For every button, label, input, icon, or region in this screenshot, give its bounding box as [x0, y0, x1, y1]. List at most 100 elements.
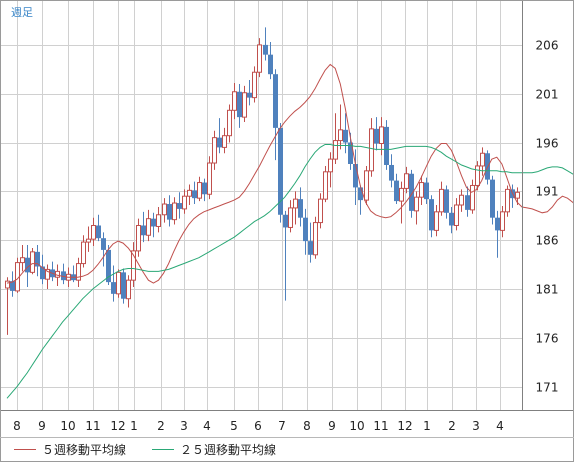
candle — [167, 195, 172, 227]
candle — [500, 205, 505, 238]
candle-body — [358, 187, 363, 201]
candle — [5, 277, 10, 335]
x-tick-label: 4 — [496, 419, 504, 433]
candle-body — [207, 162, 212, 195]
candle — [187, 184, 192, 205]
candle-body — [505, 188, 510, 213]
candle — [389, 154, 394, 188]
candle — [146, 209, 151, 242]
grid — [0, 0, 522, 410]
candle-body — [465, 195, 470, 210]
candle — [328, 152, 333, 188]
candle — [252, 66, 257, 103]
candle-body — [232, 91, 237, 111]
y-tick-label: 191 — [536, 185, 559, 199]
candle-body — [167, 204, 172, 220]
candle-body — [394, 180, 399, 202]
candle — [399, 181, 404, 224]
candle-body — [182, 195, 187, 210]
candle — [101, 232, 106, 267]
candle — [303, 208, 308, 255]
candle-body — [5, 280, 10, 289]
candle — [369, 118, 374, 177]
candle-body — [131, 250, 136, 281]
candle-body — [252, 71, 257, 99]
candle-body — [237, 91, 242, 118]
candle-body — [338, 129, 343, 142]
candles — [5, 27, 520, 335]
candle-body — [111, 282, 116, 294]
candle — [323, 165, 328, 203]
candle — [232, 82, 237, 120]
candle — [15, 257, 20, 293]
candle-body — [288, 207, 293, 228]
candle-body — [424, 182, 429, 200]
candle-body — [192, 190, 197, 199]
x-tick-label: 9 — [38, 419, 46, 433]
candle-body — [227, 109, 232, 137]
candle-body — [409, 173, 414, 211]
legend: ５週移動平均線 ２５週移動平均線 — [14, 442, 276, 457]
legend-item: ２５週移動平均線 — [152, 442, 276, 457]
candle-body — [10, 281, 15, 291]
candle — [30, 247, 35, 275]
candle-body — [45, 268, 50, 280]
candle-body — [30, 251, 35, 273]
candle-body — [364, 170, 369, 201]
candle-body — [136, 225, 141, 252]
candle — [288, 200, 293, 233]
candle — [76, 257, 81, 287]
y-tick-label: 171 — [536, 381, 559, 395]
candle — [273, 69, 278, 161]
candle — [414, 191, 419, 225]
candle — [318, 193, 323, 229]
x-tick-label: 5 — [230, 419, 238, 433]
candle-body — [197, 182, 202, 199]
candle-body — [76, 263, 81, 281]
candle — [424, 177, 429, 205]
candle — [141, 211, 146, 243]
candle — [495, 210, 500, 258]
x-tick-label: 2 — [448, 419, 456, 433]
candle — [490, 175, 495, 225]
candle-body — [384, 126, 389, 165]
candle — [136, 218, 141, 257]
candle-body — [328, 158, 333, 173]
candle-body — [146, 218, 151, 236]
x-tick-label: 7 — [278, 419, 286, 433]
candle — [177, 192, 182, 219]
candle-body — [278, 127, 283, 215]
legend-item: ５週移動平均線 — [14, 442, 126, 457]
candle-body — [313, 222, 318, 256]
candle — [222, 127, 227, 154]
candle-body — [283, 214, 288, 228]
candle-body — [353, 164, 358, 188]
y-tick-label: 201 — [536, 88, 559, 102]
candle-body — [35, 251, 40, 267]
candle — [111, 265, 116, 302]
candle-body — [419, 182, 424, 198]
candle — [192, 181, 197, 205]
candle-body — [303, 217, 308, 242]
candle — [268, 41, 273, 80]
candle — [207, 156, 212, 200]
candle-body — [454, 204, 459, 226]
candle — [308, 222, 313, 263]
legend-label: ２５週移動平均線 — [180, 442, 276, 457]
x-tick-label: 3 — [180, 419, 188, 433]
x-tick-label: 3 — [472, 419, 480, 433]
candle-body — [318, 198, 323, 224]
candle — [293, 191, 298, 225]
candle — [182, 189, 187, 214]
y-tick-label: 196 — [536, 137, 559, 151]
candle — [449, 206, 454, 234]
candle — [247, 80, 252, 106]
candle — [156, 206, 161, 233]
y-tick-label: 181 — [536, 283, 559, 297]
period-label: 週足 — [11, 6, 33, 19]
candle-body — [268, 54, 273, 75]
candle-body — [25, 257, 30, 273]
candle — [126, 275, 131, 308]
candle-body — [293, 198, 298, 209]
